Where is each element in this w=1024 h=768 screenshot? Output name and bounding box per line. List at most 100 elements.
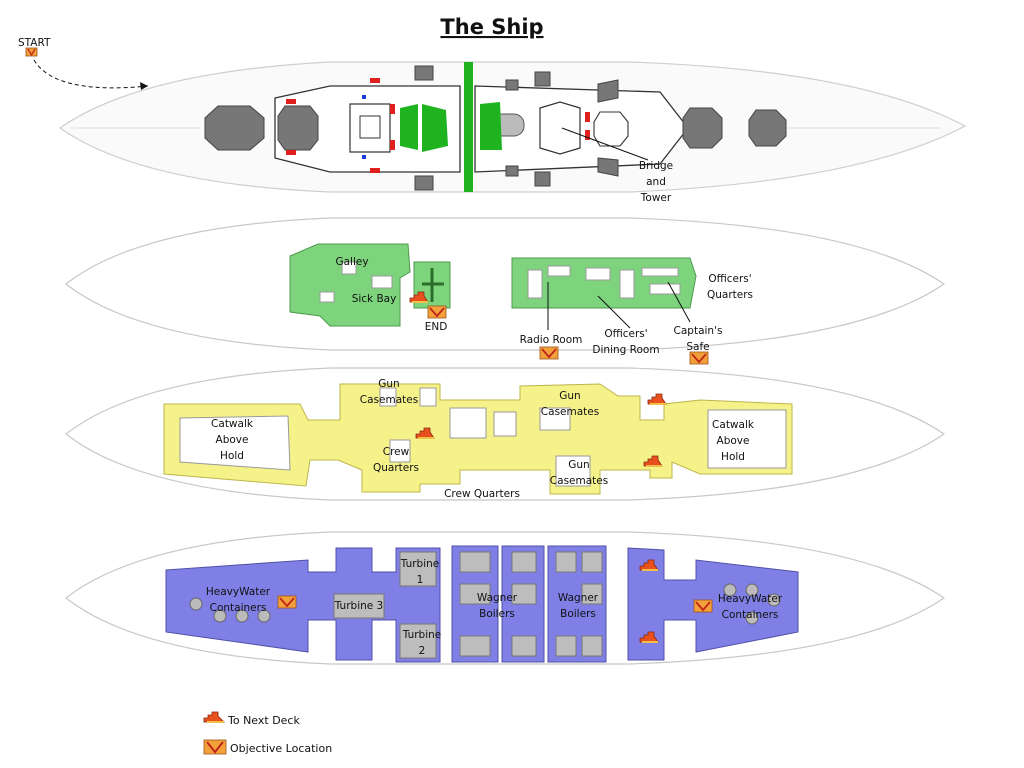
label-turbine-3: Turbine 3	[334, 600, 384, 612]
safe-pointer	[667, 281, 691, 323]
label-casemates-2a: Gun	[559, 390, 580, 402]
label-turbine-1a: Turbine	[400, 558, 440, 570]
deck-1-top	[58, 61, 967, 193]
green-zone	[422, 104, 448, 152]
red-marker	[370, 168, 380, 173]
gun-mount	[414, 175, 434, 191]
dining-pointer	[597, 295, 631, 329]
label-crew-1b: Quarters	[373, 462, 419, 474]
label-casemates-2b: Casemates	[541, 406, 599, 418]
red-marker	[370, 78, 380, 83]
label-bridge-1: Bridge	[639, 160, 673, 172]
hull-outline-3	[65, 367, 946, 501]
red-marker	[286, 99, 296, 104]
label-wagner-1a: Wagner	[477, 592, 518, 604]
hull-outline-4	[65, 531, 946, 665]
aft-hold	[627, 547, 799, 661]
hull-outline-2	[65, 217, 946, 351]
divider-green	[464, 62, 473, 192]
objective-icon[interactable]	[689, 351, 709, 365]
legend: To Next Deck Objective Location	[203, 711, 332, 755]
label-galley: Galley	[335, 256, 368, 268]
gun-mount	[414, 65, 434, 81]
objective-icon[interactable]	[277, 595, 297, 609]
stairs-icon[interactable]	[647, 393, 667, 405]
label-sick-bay: Sick Bay	[352, 293, 397, 305]
label-heavywater-r1: HeavyWater	[718, 593, 783, 605]
gun-mount	[505, 79, 519, 91]
label-end: END	[425, 321, 448, 333]
label-catwalk-r2: Above	[717, 435, 750, 447]
label-officers-2: Quarters	[707, 289, 753, 301]
stairs-icon[interactable]	[409, 291, 429, 303]
red-marker	[390, 104, 395, 114]
green-zone	[480, 102, 502, 150]
label-bridge-3: Tower	[640, 192, 672, 204]
legend-stairs-icon	[203, 711, 225, 723]
gun-mount	[597, 79, 619, 103]
label-wagner-1b: Boilers	[479, 608, 515, 620]
label-catwalk-r3: Hold	[721, 451, 745, 463]
label-heavywater-l1: HeavyWater	[206, 586, 271, 598]
blue-marker	[362, 95, 366, 99]
red-marker	[390, 140, 395, 150]
bridge-pointer	[561, 127, 649, 161]
forward-hold	[165, 547, 441, 663]
label-crew-2: Crew Quarters	[444, 488, 520, 500]
legend-objective-icon	[203, 739, 227, 755]
deck-3	[65, 367, 946, 501]
label-wagner-2b: Boilers	[560, 608, 596, 620]
label-dining-1: Officers'	[604, 328, 647, 340]
label-casemates-1a: Gun	[378, 378, 399, 390]
start-objective-icon[interactable]	[25, 47, 38, 57]
objective-icon[interactable]	[693, 599, 713, 613]
legend-next-deck-label: To Next Deck	[227, 714, 300, 727]
gun-mount	[534, 71, 551, 87]
start-label: START	[18, 37, 51, 49]
start-path	[33, 59, 149, 89]
label-catwalk-l1: Catwalk	[211, 418, 254, 430]
gun-mount	[534, 171, 551, 187]
label-bridge-2: and	[646, 176, 666, 188]
label-casemates-1b: Casemates	[360, 394, 418, 406]
label-safe-2: Safe	[686, 341, 709, 353]
label-dining-2: Dining Room	[592, 344, 659, 356]
turret-c	[682, 107, 723, 149]
label-safe-1: Captain's	[674, 325, 723, 337]
tower-structure	[539, 101, 581, 155]
label-catwalk-l2: Above	[216, 434, 249, 446]
aft-superstructure	[474, 85, 689, 173]
map-icons	[277, 291, 713, 643]
label-turbine-2b: 2	[419, 645, 426, 657]
stairs-icon[interactable]	[639, 559, 659, 571]
galley-sickbay-area	[289, 243, 411, 327]
crew-deck-area	[163, 383, 793, 495]
blue-marker	[362, 155, 366, 159]
objective-icon[interactable]	[539, 346, 559, 360]
label-casemates-3a: Gun	[568, 459, 589, 471]
stairs-icon[interactable]	[415, 427, 435, 439]
label-crew-1a: Crew	[383, 446, 410, 458]
label-heavywater-r2: Containers	[722, 609, 779, 621]
red-marker	[585, 112, 590, 122]
label-turbine-1b: 1	[417, 574, 424, 586]
deck-4	[65, 531, 946, 665]
objective-icon[interactable]	[427, 305, 447, 319]
page-title: The Ship	[440, 15, 543, 39]
label-radio-room: Radio Room	[520, 334, 583, 346]
green-zone	[400, 104, 418, 150]
stairs-icon[interactable]	[643, 455, 663, 467]
turret-b	[277, 105, 319, 151]
label-heavywater-l2: Containers	[210, 602, 267, 614]
start-arrowhead	[140, 82, 148, 90]
bridge-inner	[359, 115, 381, 139]
tower-secondary	[593, 111, 629, 147]
gun-mount	[505, 165, 519, 177]
red-marker	[585, 130, 590, 140]
label-officers-1: Officers'	[708, 273, 751, 285]
label-turbine-2a: Turbine	[402, 629, 442, 641]
stairs-icon[interactable]	[639, 631, 659, 643]
label-catwalk-r1: Catwalk	[712, 419, 755, 431]
label-wagner-2a: Wagner	[558, 592, 599, 604]
